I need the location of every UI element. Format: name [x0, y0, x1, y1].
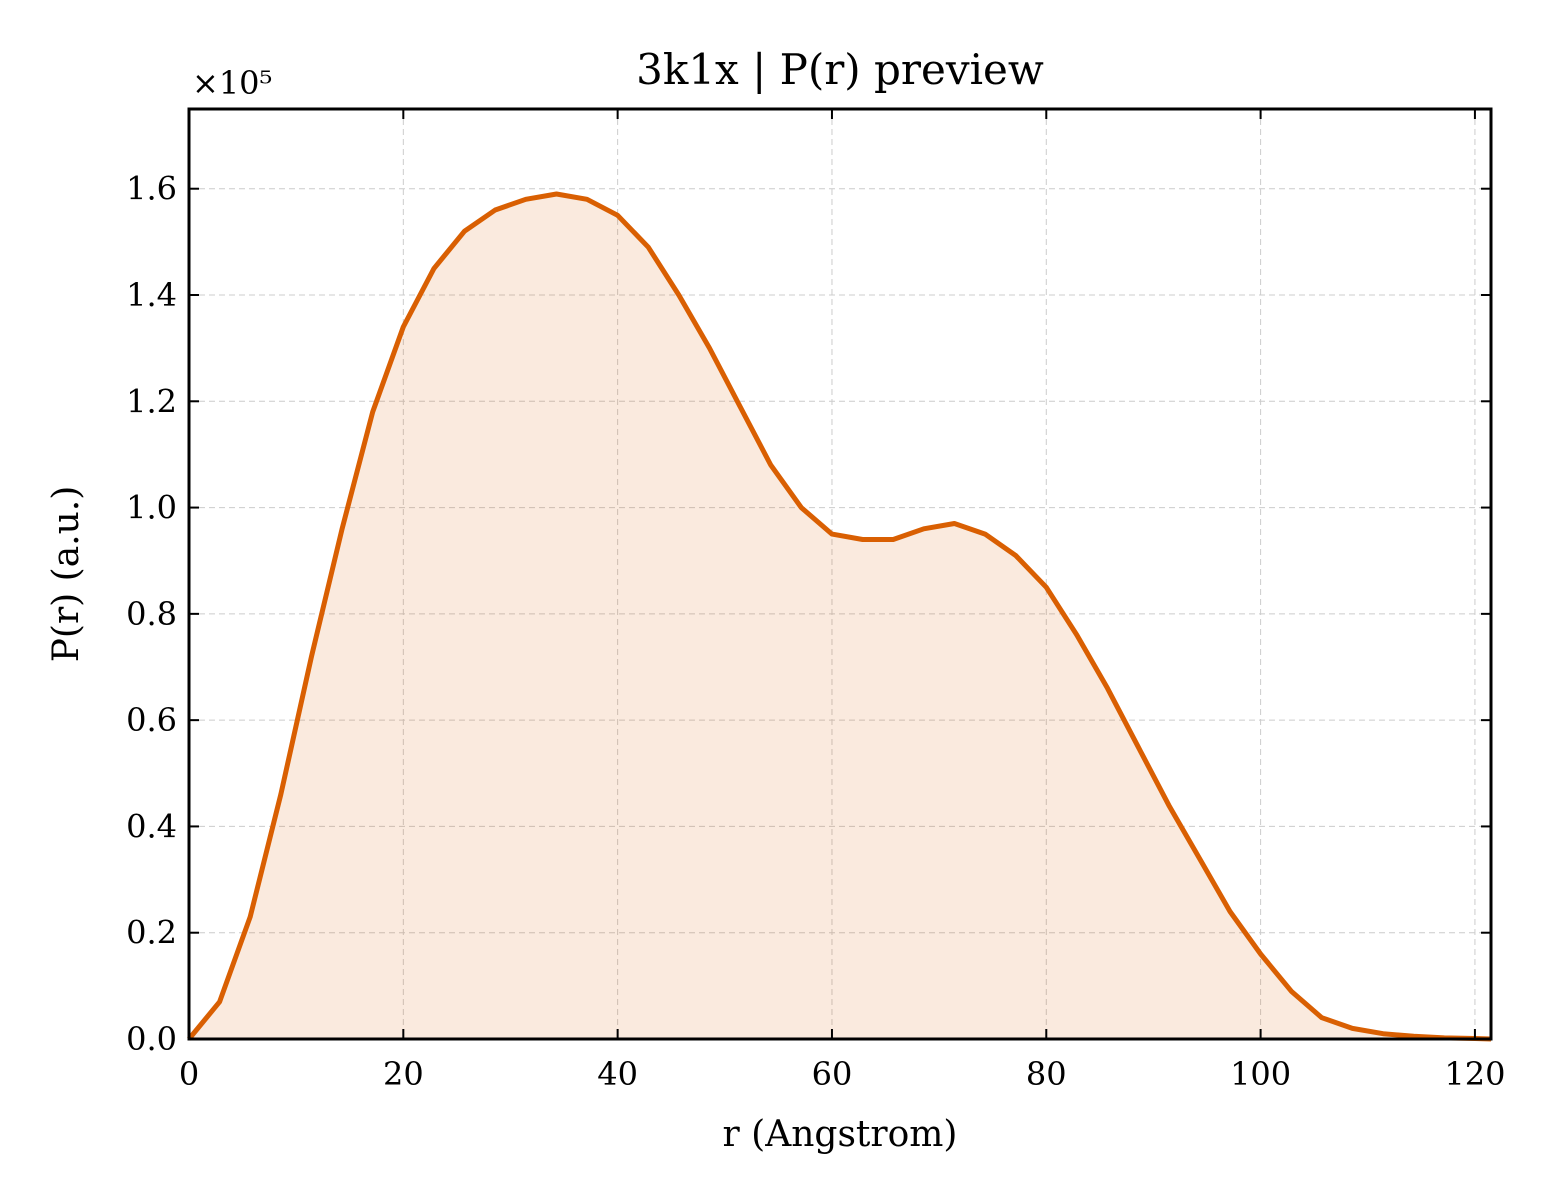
x-axis-label: r (Angstrom)	[723, 1114, 958, 1155]
y-tick-label: 0.2	[126, 914, 177, 952]
x-tick-label: 60	[812, 1055, 853, 1093]
y-tick-label: 0.6	[126, 701, 177, 739]
y-tick-label: 1.6	[126, 170, 177, 208]
y-offset-label: ×10⁵	[192, 64, 272, 102]
y-tick-label: 0.4	[126, 807, 177, 845]
x-tick-label: 20	[383, 1055, 424, 1093]
y-tick-label: 1.2	[126, 382, 177, 420]
x-tick-label: 100	[1230, 1055, 1291, 1093]
x-tick-label: 120	[1444, 1055, 1505, 1093]
y-tick-label: 1.4	[126, 276, 177, 314]
plot-frame	[187, 107, 1493, 1041]
x-tick-label: 0	[179, 1055, 199, 1093]
x-tick-label: 40	[597, 1055, 638, 1093]
axis-ticks: 0 20 40 60 80 100 120 0.0 0.2 0.4 0.6 0.8 1.0 1.2 1.4 1…	[126, 109, 1505, 1093]
y-tick-label: 0.8	[126, 595, 177, 633]
y-axis-label: P(r) (a.u.)	[46, 486, 87, 663]
chart-title: 3k1x | P(r) preview	[636, 45, 1044, 94]
pr-area-fill	[189, 194, 1491, 1039]
y-tick-label: 0.0	[126, 1020, 177, 1058]
grid-lines	[188, 109, 1491, 1040]
pr-series-line	[187, 191, 1492, 1042]
x-tick-label: 80	[1026, 1055, 1067, 1093]
y-tick-label: 1.0	[126, 489, 177, 527]
